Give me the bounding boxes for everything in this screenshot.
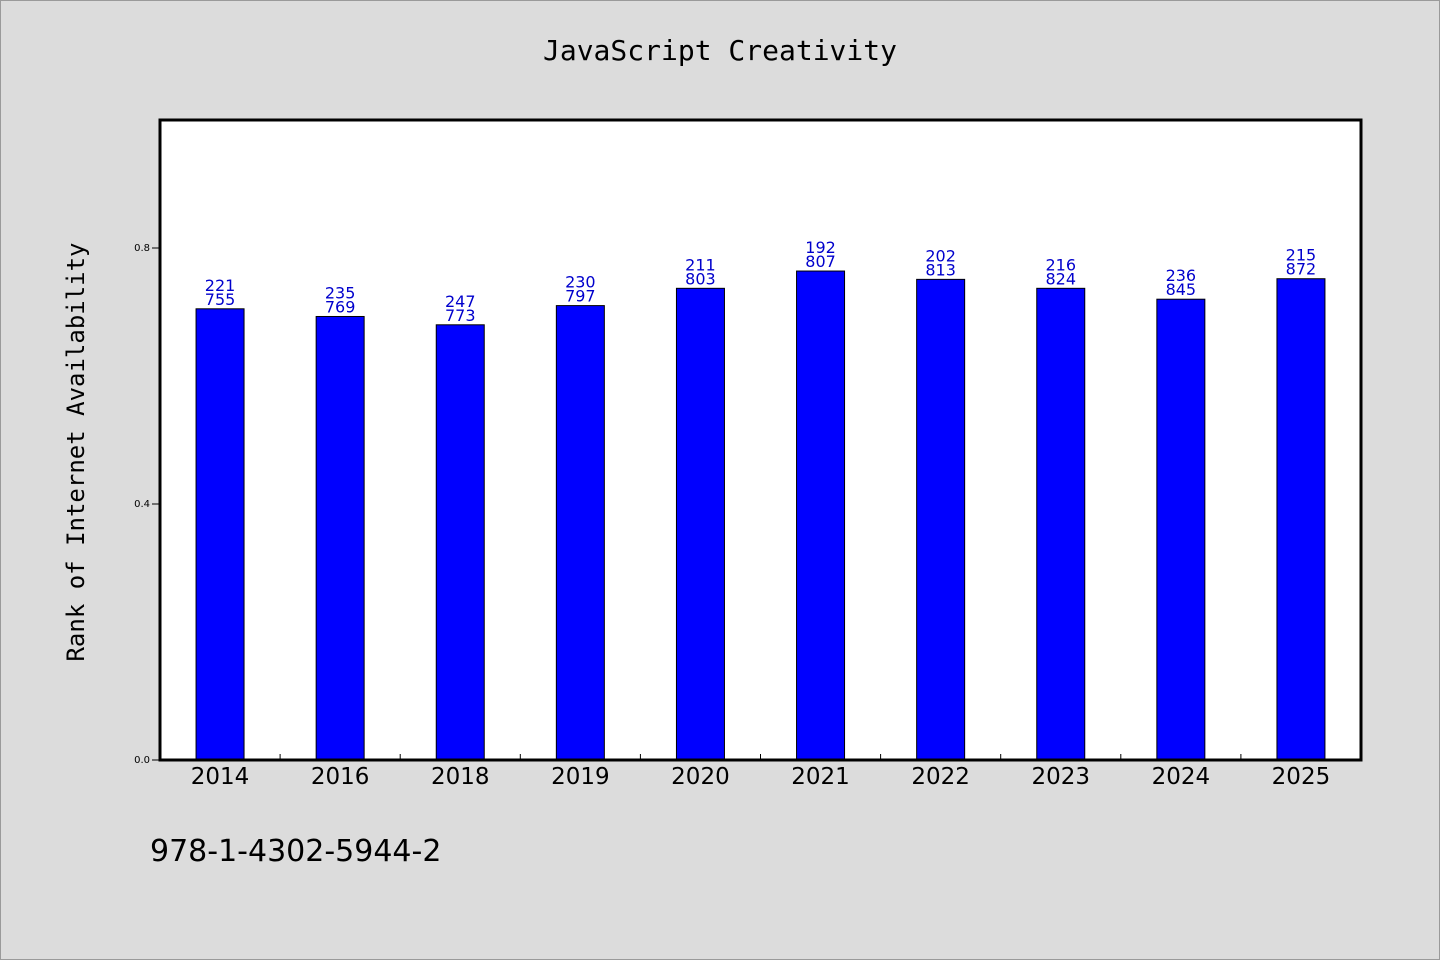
data-label-top-2020: 211	[685, 255, 716, 274]
bar-2025	[1276, 278, 1326, 761]
data-label-bottom-2022: 813	[925, 260, 956, 279]
data-label-top-2016: 235	[325, 283, 356, 302]
bar-2020	[675, 287, 725, 761]
x-tick-label-2025: 2025	[1272, 764, 1331, 790]
data-label-top-2021: 192	[805, 238, 836, 257]
bar-2023	[1036, 287, 1086, 761]
data-label-top-2023: 216	[1045, 255, 1076, 274]
x-tick-label-2020: 2020	[671, 764, 730, 790]
data-label-bottom-2019: 797	[565, 287, 596, 306]
data-label-bottom-2024: 845	[1166, 280, 1197, 299]
bar-2021	[796, 270, 846, 761]
x-tick-label-2014: 2014	[191, 764, 250, 790]
bar-2024	[1156, 298, 1206, 761]
data-label-bottom-2025: 872	[1286, 260, 1317, 279]
footer-id-text: 978-1-4302-5944-2	[150, 834, 442, 869]
data-label-bottom-2014: 755	[205, 290, 236, 309]
data-label-bottom-2020: 803	[685, 269, 716, 288]
x-tick-label-2022: 2022	[911, 764, 970, 790]
y-tick-label-0.4: 0.4	[134, 499, 150, 510]
y-tick-label-0.8: 0.8	[134, 243, 150, 254]
data-label-top-2019: 230	[565, 273, 596, 292]
x-tick-label-2024: 2024	[1152, 764, 1211, 790]
data-label-bottom-2023: 824	[1045, 269, 1076, 288]
bar-2014	[195, 308, 245, 761]
plot-border	[158, 118, 1363, 762]
data-label-top-2022: 202	[925, 246, 956, 265]
y-tick-label-0.0: 0.0	[134, 755, 150, 766]
data-label-bottom-2021: 807	[805, 252, 836, 271]
chart-title: JavaScript Creativity	[542, 34, 897, 67]
data-label-top-2014: 221	[205, 276, 236, 295]
data-label-bottom-2016: 769	[325, 297, 356, 316]
bar-2019	[555, 305, 605, 761]
data-label-top-2018: 247	[445, 292, 476, 311]
bar-2018	[435, 324, 485, 761]
data-label-top-2025: 215	[1286, 246, 1317, 265]
x-tick-label-2016: 2016	[311, 764, 370, 790]
data-label-top-2024: 236	[1166, 266, 1197, 285]
x-tick-label-2018: 2018	[431, 764, 490, 790]
bar-2022	[916, 278, 966, 761]
bar-2016	[315, 315, 365, 761]
x-tick-label-2019: 2019	[551, 764, 610, 790]
x-tick-label-2021: 2021	[791, 764, 850, 790]
data-label-bottom-2018: 773	[445, 306, 476, 325]
x-tick-label-2023: 2023	[1031, 764, 1090, 790]
